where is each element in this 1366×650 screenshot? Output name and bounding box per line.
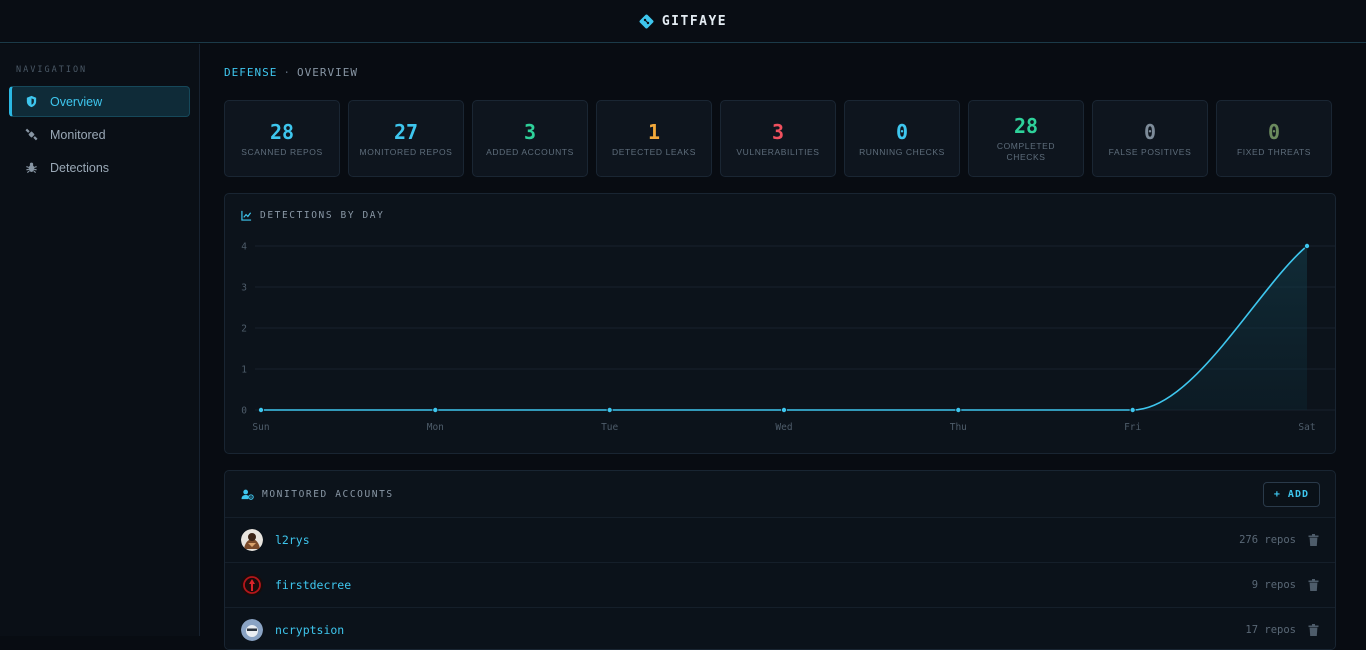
- stat-label: VULNERABILITIES: [728, 147, 828, 158]
- account-name[interactable]: l2rys: [275, 533, 1239, 547]
- stat-value: 3: [524, 120, 536, 144]
- y-tick-label: 1: [241, 365, 247, 376]
- app-title: GITFAYE: [662, 14, 727, 29]
- satellite-icon: [25, 128, 38, 141]
- stat-card-detected-leaks: 1 DETECTED LEAKS: [596, 100, 712, 177]
- account-repo-count: 276 repos: [1239, 534, 1296, 546]
- breadcrumb-section[interactable]: DEFENSE: [224, 66, 277, 79]
- git-diamond-icon: [639, 14, 654, 29]
- y-tick-label: 4: [241, 242, 247, 253]
- sidebar-item-label: Detections: [50, 161, 109, 175]
- account-row[interactable]: ncryptsion 17 repos: [225, 607, 1335, 650]
- stat-label: SCANNED REPOS: [232, 147, 332, 158]
- stat-label: FALSE POSITIVES: [1100, 147, 1200, 158]
- data-point-mon[interactable]: [433, 407, 438, 412]
- x-tick-label: Fri: [1124, 422, 1141, 433]
- stat-value: 1: [648, 120, 660, 144]
- breadcrumb-page: OVERVIEW: [297, 66, 358, 79]
- accounts-title: MONITORED ACCOUNTS: [241, 489, 394, 500]
- sidebar-item-detections[interactable]: Detections: [9, 152, 190, 183]
- stat-value: 0: [1268, 120, 1280, 144]
- stat-value: 28: [1014, 114, 1038, 138]
- stat-label: RUNNING CHECKS: [852, 147, 952, 158]
- stat-label: MONITORED REPOS: [356, 147, 456, 158]
- top-bar: GITFAYE: [0, 0, 1366, 43]
- avatar: [241, 619, 263, 641]
- stat-card-scanned-repos: 28 SCANNED REPOS: [224, 100, 340, 177]
- bug-icon: [25, 161, 38, 174]
- data-point-sat[interactable]: [1304, 243, 1309, 248]
- y-tick-label: 0: [241, 406, 247, 417]
- trash-icon[interactable]: [1308, 534, 1319, 546]
- x-tick-label: Sat: [1298, 422, 1315, 433]
- user-gear-icon: [241, 489, 254, 500]
- data-point-thu[interactable]: [956, 407, 961, 412]
- account-row[interactable]: firstdecree 9 repos: [225, 562, 1335, 607]
- stat-label: COMPLETED CHECKS: [976, 141, 1076, 163]
- sidebar: NAVIGATION Overview Monitored: [0, 44, 200, 636]
- account-repo-count: 17 repos: [1245, 624, 1296, 636]
- stat-card-vulnerabilities: 3 VULNERABILITIES: [720, 100, 836, 177]
- stat-label: FIXED THREATS: [1224, 147, 1324, 158]
- data-point-wed[interactable]: [781, 407, 786, 412]
- account-row[interactable]: l2rys 276 repos: [225, 517, 1335, 562]
- trash-icon[interactable]: [1308, 579, 1319, 591]
- x-tick-label: Mon: [427, 422, 444, 433]
- x-tick-label: Sun: [252, 422, 269, 433]
- sidebar-item-monitored[interactable]: Monitored: [9, 119, 190, 150]
- data-point-tue[interactable]: [607, 407, 612, 412]
- x-tick-label: Wed: [775, 422, 792, 433]
- sidebar-item-overview[interactable]: Overview: [9, 86, 190, 117]
- stat-value: 27: [394, 120, 418, 144]
- avatar: [241, 529, 263, 551]
- y-tick-label: 3: [241, 283, 247, 294]
- sidebar-item-label: Overview: [50, 95, 102, 109]
- data-point-sun[interactable]: [258, 407, 263, 412]
- accounts-title-text: MONITORED ACCOUNTS: [262, 489, 394, 500]
- stat-value: 28: [270, 120, 294, 144]
- stat-value: 0: [896, 120, 908, 144]
- stat-card-false-positives: 0 FALSE POSITIVES: [1092, 100, 1208, 177]
- add-account-button[interactable]: + ADD: [1263, 482, 1320, 507]
- stat-card-fixed-threats: 0 FIXED THREATS: [1216, 100, 1332, 177]
- stat-label: ADDED ACCOUNTS: [480, 147, 580, 158]
- trash-icon[interactable]: [1308, 624, 1319, 636]
- breadcrumb-separator: ·: [283, 66, 291, 79]
- x-tick-label: Thu: [950, 422, 967, 433]
- data-point-fri[interactable]: [1130, 407, 1135, 412]
- monitored-accounts-panel: MONITORED ACCOUNTS + ADD l2rys 276 repos: [224, 470, 1336, 650]
- y-tick-label: 2: [241, 324, 247, 335]
- stat-card-monitored-repos: 27 MONITORED REPOS: [348, 100, 464, 177]
- stat-card-completed-checks: 28 COMPLETED CHECKS: [968, 100, 1084, 177]
- breadcrumb: DEFENSE · OVERVIEW: [224, 66, 1336, 80]
- stat-value: 0: [1144, 120, 1156, 144]
- stat-card-running-checks: 0 RUNNING CHECKS: [844, 100, 960, 177]
- nav-list: Overview Monitored Detections: [0, 86, 199, 183]
- account-name[interactable]: firstdecree: [275, 578, 1252, 592]
- shield-icon: [25, 95, 38, 108]
- accounts-header: MONITORED ACCOUNTS + ADD: [225, 471, 1335, 517]
- account-name[interactable]: ncryptsion: [275, 623, 1245, 637]
- stats-row: 28 SCANNED REPOS 27 MONITORED REPOS 3 AD…: [224, 100, 1336, 177]
- stat-label: DETECTED LEAKS: [604, 147, 704, 158]
- x-tick-label: Tue: [601, 422, 618, 433]
- main-content: DEFENSE · OVERVIEW 28 SCANNED REPOS 27 MON…: [224, 44, 1336, 636]
- detections-chart: 0 1 2 3 4 Sun Mon Tue Wed Thu Fri Sat: [225, 194, 1335, 453]
- sidebar-item-label: Monitored: [50, 128, 106, 142]
- brand[interactable]: GITFAYE: [639, 14, 727, 29]
- nav-heading: NAVIGATION: [16, 65, 199, 77]
- account-repo-count: 9 repos: [1252, 579, 1296, 591]
- stat-value: 3: [772, 120, 784, 144]
- stat-card-added-accounts: 3 ADDED ACCOUNTS: [472, 100, 588, 177]
- avatar: [241, 574, 263, 596]
